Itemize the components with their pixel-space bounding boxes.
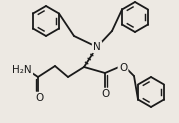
Text: N: N	[93, 42, 101, 52]
Text: O: O	[102, 89, 110, 99]
Text: O: O	[35, 93, 43, 103]
Text: O: O	[119, 63, 127, 73]
Text: H₂N: H₂N	[12, 65, 32, 75]
